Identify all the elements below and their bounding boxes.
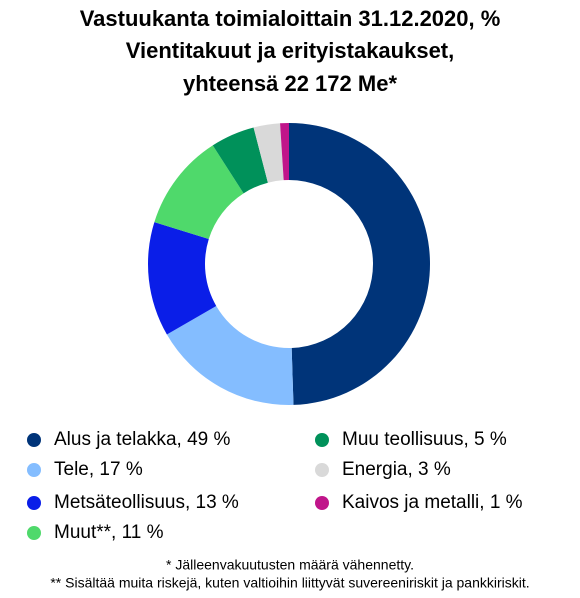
donut-slice: [154, 145, 244, 240]
legend-swatch: [315, 433, 329, 447]
legend-label: Tele, 17 %: [54, 459, 143, 480]
legend-swatch: [27, 463, 41, 477]
footnote: * Jälleenvakuutusten määrä vähennetty.: [166, 557, 414, 573]
legend-swatch: [27, 526, 41, 540]
donut-slice: [148, 222, 217, 335]
chart-title: Vastuukanta toimialoittain 31.12.2020, %: [80, 6, 501, 31]
legend-swatch: [27, 433, 41, 447]
chart-title: Vientitakuut ja erityistakaukset,: [126, 38, 455, 63]
donut-slice: [212, 127, 268, 194]
legend-label: Energia, 3 %: [342, 459, 451, 480]
chart-title: yhteensä 22 172 Me*: [183, 71, 397, 96]
legend-swatch: [27, 496, 41, 510]
footnote: ** Sisältää muita riskejä, kuten valtioi…: [50, 575, 529, 591]
legend-label: Alus ja telakka, 49 %: [54, 429, 230, 450]
legend-label: Kaivos ja metalli, 1 %: [342, 492, 523, 513]
legend-swatch: [315, 463, 329, 477]
legend-label: Muu teollisuus, 5 %: [342, 429, 507, 450]
donut-slice: [280, 123, 289, 181]
legend-label: Muut**, 11 %: [54, 522, 164, 543]
donut-slice: [166, 306, 294, 405]
legend-label: Metsäteollisuus, 13 %: [54, 492, 239, 513]
donut-slice: [289, 123, 430, 405]
donut-slice: [253, 123, 284, 183]
legend-swatch: [315, 496, 329, 510]
